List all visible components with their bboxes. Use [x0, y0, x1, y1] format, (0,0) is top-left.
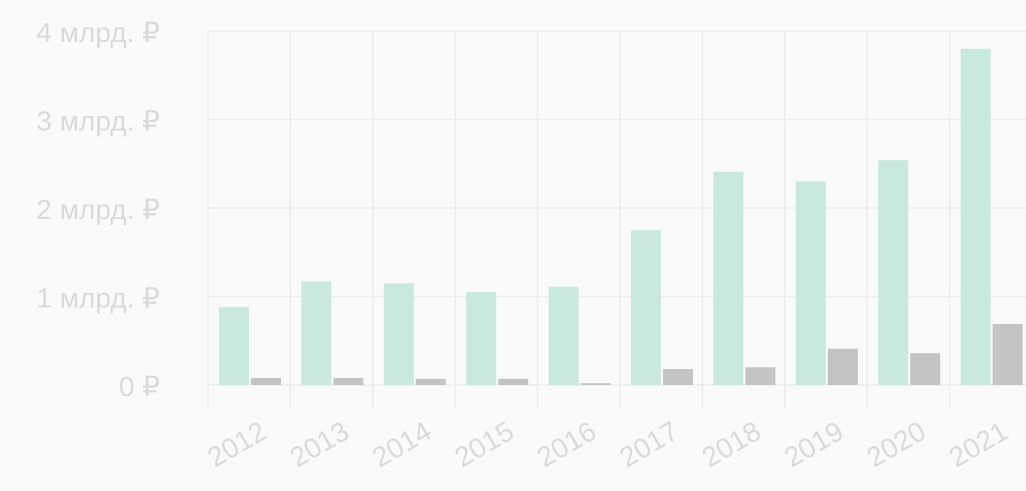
bar-series2-2013: [333, 377, 364, 385]
x-tick-label-2021: 2021: [944, 415, 1013, 473]
y-tick-label-3: 3 млрд. ₽: [36, 106, 160, 137]
bar-series2-2021: [992, 323, 1023, 385]
x-tick-label-2019: 2019: [779, 415, 848, 473]
bar-series1-2012: [219, 307, 249, 385]
bar-series2-2020: [910, 353, 941, 385]
bars: [219, 48, 1023, 385]
bar-series2-2017: [663, 369, 693, 385]
y-axis: 0 ₽ 1 млрд. ₽ 2 млрд. ₽ 3 млрд. ₽ 4 млрд. ₽: [36, 17, 160, 402]
y-tick-label-0: 0 ₽: [119, 371, 160, 402]
bar-series1-2013: [301, 281, 332, 385]
bar-series2-2016: [580, 383, 611, 385]
x-tick-label-2012: 2012: [202, 415, 271, 473]
bar-series1-2016: [548, 286, 579, 385]
x-tick-label-2020: 2020: [861, 415, 930, 473]
x-tick-label-2015: 2015: [449, 415, 518, 473]
x-tick-label-2014: 2014: [367, 415, 436, 473]
bar-series2-2015: [498, 378, 529, 385]
y-tick-label-1: 1 млрд. ₽: [36, 283, 160, 314]
grid: [207, 30, 1026, 408]
x-tick-label-2016: 2016: [532, 415, 601, 473]
bar-series1-2019: [795, 181, 826, 385]
x-axis: 2012 2013 2014 2015 2016 2017 2018 2019 2020 2021: [202, 415, 1013, 473]
bar-series2-2014: [415, 378, 446, 385]
bar-series1-2014: [383, 283, 414, 385]
bar-series1-2017: [631, 230, 661, 385]
bar-series1-2020: [878, 160, 909, 385]
x-tick-label-2013: 2013: [285, 415, 354, 473]
bar-series1-2021: [960, 48, 991, 385]
bar-series2-2012: [251, 377, 281, 385]
bar-series2-2019: [827, 348, 858, 385]
bar-series1-2018: [713, 171, 744, 385]
x-tick-label-2018: 2018: [697, 415, 766, 473]
bar-series2-2018: [745, 367, 776, 385]
y-tick-label-4: 4 млрд. ₽: [36, 17, 160, 48]
y-tick-label-2: 2 млрд. ₽: [36, 194, 160, 225]
x-tick-label-2017: 2017: [614, 415, 683, 473]
bar-series1-2015: [466, 292, 497, 385]
